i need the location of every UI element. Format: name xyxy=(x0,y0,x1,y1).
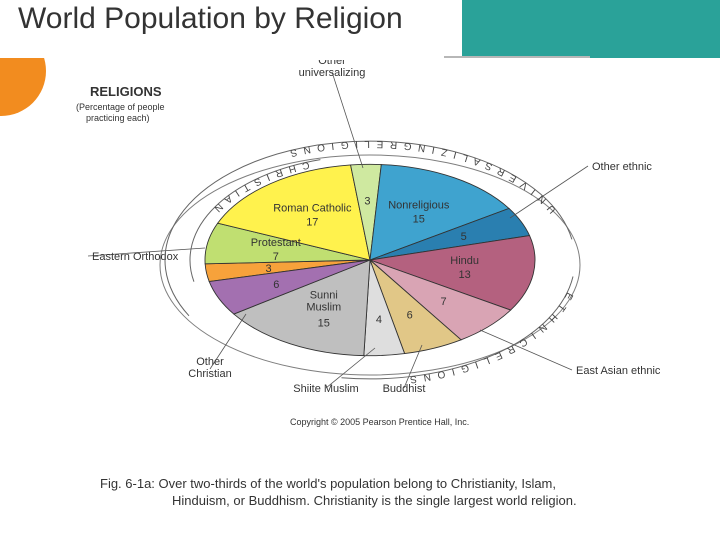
slice-value: 7 xyxy=(440,296,446,308)
figure-area: RELIGIONS (Percentage of people practici… xyxy=(70,60,660,440)
legend-heading: RELIGIONS xyxy=(90,84,162,99)
pie-slices xyxy=(205,164,535,355)
slice-value: 3 xyxy=(266,263,272,275)
legend-subtitle-1: (Percentage of people xyxy=(76,102,165,112)
slice-value: 7 xyxy=(273,251,279,263)
slice-label: Muslim xyxy=(306,302,341,314)
slice-value: 13 xyxy=(459,269,471,281)
copyright-text: Copyright © 2005 Pearson Prentice Hall, … xyxy=(290,417,469,427)
outer-label: Buddhist xyxy=(383,383,426,395)
outer-label: Christian xyxy=(188,368,231,380)
slide: World Population by Religion RELIGIONS (… xyxy=(0,0,720,540)
title-underline xyxy=(444,56,590,58)
pie-chart: RELIGIONS (Percentage of people practici… xyxy=(70,60,660,440)
slice-value: 6 xyxy=(273,279,279,291)
slice-value: 15 xyxy=(318,318,330,330)
outer-label: East Asian ethnic xyxy=(576,365,660,377)
outer-label: Other xyxy=(318,60,346,67)
slice-label: Sunni xyxy=(310,290,338,302)
caption-line1: Fig. 6-1a: Over two-thirds of the world'… xyxy=(100,476,556,491)
title-box: World Population by Religion xyxy=(0,0,462,58)
slice-label: Roman Catholic xyxy=(273,203,352,215)
outer-label: Other ethnic xyxy=(592,161,652,173)
figure-caption: Fig. 6-1a: Over two-thirds of the world'… xyxy=(100,476,660,510)
slice-value: 5 xyxy=(461,231,467,243)
slice-value: 15 xyxy=(413,213,425,225)
slice-label: Hindu xyxy=(450,255,479,267)
slice-value: 6 xyxy=(407,310,413,322)
page-title: World Population by Religion xyxy=(18,2,403,35)
slice-value: 3 xyxy=(364,196,370,208)
leader-line xyxy=(332,72,363,168)
outer-label: Other xyxy=(196,356,224,368)
slice-label: Protestant xyxy=(251,237,301,249)
outer-label: universalizing xyxy=(299,67,366,79)
slice-value: 4 xyxy=(376,314,382,326)
slice-label: Nonreligious xyxy=(388,199,450,211)
outer-label: Shiite Muslim xyxy=(293,383,358,395)
slice-value: 17 xyxy=(306,217,318,229)
legend-subtitle-2: practicing each) xyxy=(86,113,150,123)
caption-line2: Hinduism, or Buddhism. Christianity is t… xyxy=(172,493,660,510)
